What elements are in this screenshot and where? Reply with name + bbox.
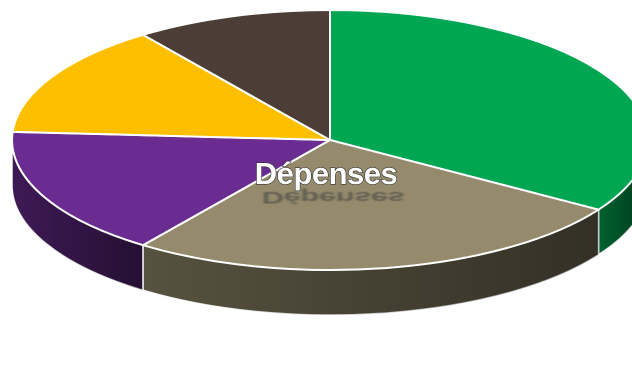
chart-title-shadow: Dépenses <box>262 188 404 207</box>
pie-slice-4 <box>11 33 331 141</box>
pie-sides <box>11 139 632 316</box>
pie-slice-2 <box>142 139 600 271</box>
pie-slice-1 <box>329 9 632 211</box>
pie-slice-side-shade-2 <box>143 209 599 316</box>
pie-slice-5 <box>142 9 331 141</box>
pie-slice-side-shade-1 <box>598 180 632 255</box>
pie-slice-side-shade-3 <box>12 140 144 291</box>
pie-slice-3 <box>11 130 331 247</box>
pie-tops <box>11 9 632 271</box>
chart-title: Dépenses <box>255 156 397 191</box>
chart-title-group: Dépenses Dépenses <box>254 155 405 207</box>
